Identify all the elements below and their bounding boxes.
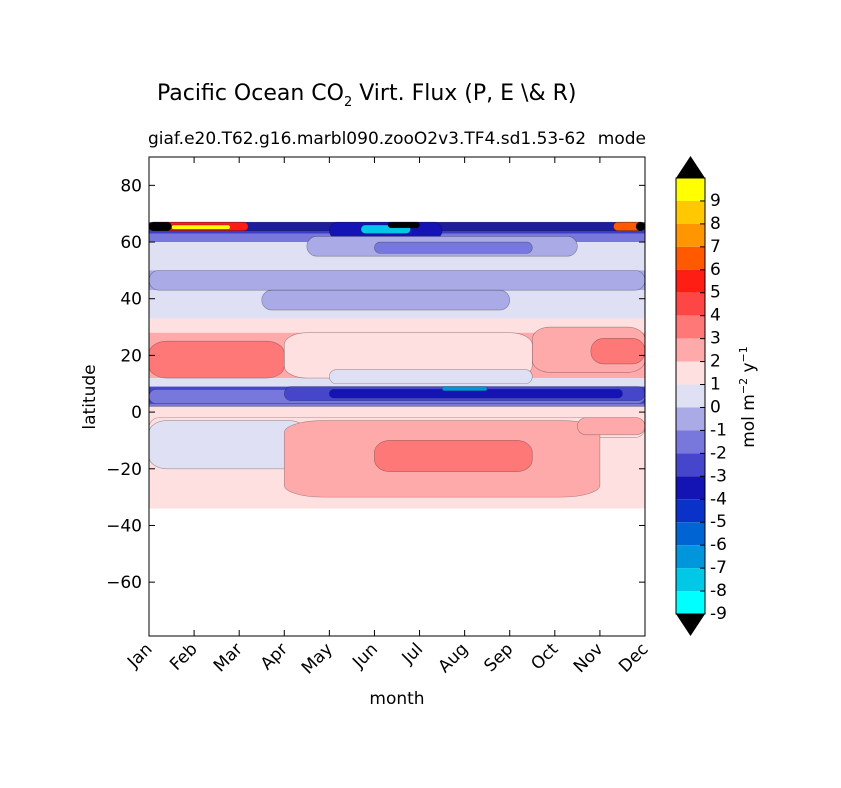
colorbar-label-prefix: mol m <box>739 394 759 448</box>
colorbar-swatch-0 <box>676 178 705 201</box>
x-tick-label-9: Oct <box>527 639 562 674</box>
colorbar-swatch-5 <box>676 292 705 316</box>
x-tick-label-1: Feb <box>166 639 201 674</box>
colorbar-swatch-3 <box>676 246 705 270</box>
flux-patch-10 <box>374 241 533 254</box>
flux-patch-27 <box>577 417 646 436</box>
y-axis-label: latitude <box>80 364 100 429</box>
colorbar-swatch-17 <box>676 568 705 592</box>
x-tick-label-6: Jul <box>398 639 427 668</box>
colorbar-level-11: -2 <box>710 443 727 463</box>
colorbar-level-3: 6 <box>710 260 721 280</box>
x-tick-label-2: Mar <box>210 639 247 676</box>
y-tick-label-5: −20 <box>106 460 142 480</box>
colorbar-extend-top <box>676 156 705 178</box>
plot-area <box>148 156 646 637</box>
colorbar-level-7: 2 <box>710 352 721 372</box>
lat-band-5 <box>149 318 645 333</box>
colorbar-level-18: -9 <box>710 604 727 624</box>
flux-patch-21 <box>441 386 488 392</box>
colorbar-level-17: -8 <box>710 581 727 601</box>
colorbar-swatch-10 <box>676 407 705 431</box>
colorbar-swatch-16 <box>676 545 705 569</box>
colorbar-swatch-4 <box>676 269 705 293</box>
colorbar-label-exp2: −1 <box>737 346 750 362</box>
y-tick-label-6: −40 <box>106 516 142 536</box>
chart-subtitle-right: mode <box>598 129 646 149</box>
plot-frame <box>148 156 646 637</box>
colorbar-label: mol m−2 y−1 <box>737 346 759 448</box>
colorbar-level-1: 8 <box>710 214 721 234</box>
flux-patch-5 <box>148 221 172 231</box>
flux-patch-11 <box>148 270 646 291</box>
colorbar-swatch-12 <box>676 453 705 477</box>
colorbar-swatch-7 <box>676 338 705 362</box>
colorbar-level-13: -4 <box>710 489 727 509</box>
colorbar-swatch-1 <box>676 200 705 224</box>
colorbar-extend-bottom <box>676 614 705 636</box>
chart-title-subscript: 2 <box>344 95 352 110</box>
x-tick-label-7: Aug <box>435 639 473 677</box>
flux-patch-17 <box>329 369 533 385</box>
colorbar-label-mid: y <box>739 362 759 377</box>
flux-patch-12 <box>261 289 511 311</box>
colorbar-level-6: 3 <box>710 329 721 349</box>
colorbar-level-10: -1 <box>710 420 727 440</box>
x-tick-label-8: Sep <box>480 639 517 676</box>
colorbar-frame <box>675 177 706 615</box>
y-axis: 80 60 40 20 0 −20 −40 −60 <box>106 176 645 593</box>
colorbar-level-5: 4 <box>710 306 721 326</box>
x-tick-label-4: May <box>298 639 337 678</box>
flux-patch-13 <box>148 340 285 379</box>
colorbar-swatch-2 <box>676 223 705 247</box>
flux-patch-26 <box>374 440 533 472</box>
flux-patch-7 <box>635 221 646 231</box>
y-tick-label-1: 60 <box>120 233 142 253</box>
chart-title-rest: Virt. Flux (P, E \& R) <box>352 81 576 106</box>
colorbar-swatch-11 <box>676 430 705 454</box>
flux-patch-15 <box>590 338 646 365</box>
colorbar-swatch-9 <box>676 384 705 408</box>
colorbar-swatch-8 <box>676 361 705 385</box>
colorbar-swatch-14 <box>676 499 705 523</box>
x-tick-label-3: Apr <box>257 639 292 674</box>
y-tick-label-3: 20 <box>120 346 142 366</box>
flux-patch-4 <box>171 224 231 230</box>
colorbar-level-0: 9 <box>710 191 721 211</box>
y-tick-label-4: 0 <box>131 403 142 423</box>
colorbar-level-12: -3 <box>710 466 727 486</box>
flux-patch-8 <box>387 221 420 229</box>
chart-title: Pacific Ocean CO2 Virt. Flux (P, E \& R) <box>157 81 576 110</box>
colorbar-swatch-15 <box>676 522 705 546</box>
y-tick-label-2: 40 <box>120 290 142 310</box>
chart-subtitle-left: giaf.e20.T62.g16.marbl090.zooO2v3.TF4.sd… <box>148 129 586 149</box>
colorbar-label-exp1: −2 <box>737 378 750 394</box>
y-tick-label-0: 80 <box>120 176 142 196</box>
colorbar-level-4: 5 <box>710 283 721 303</box>
flux-patch-22 <box>148 403 646 407</box>
colorbar-level-9: 0 <box>710 397 721 417</box>
colorbar-level-15: -6 <box>710 535 727 555</box>
colorbar-level-8: 1 <box>710 375 721 395</box>
x-tick-label-11: Dec <box>615 639 652 676</box>
colorbar-swatch-13 <box>676 476 705 500</box>
colorbar-swatch-6 <box>676 315 705 339</box>
flux-patch-24 <box>148 420 308 470</box>
x-tick-label-10: Nov <box>570 639 608 677</box>
x-tick-label-5: Jun <box>348 639 382 673</box>
colorbar-level-2: 7 <box>710 237 721 257</box>
x-tick-label-0: Jan <box>123 639 156 672</box>
x-axis-label: month <box>369 689 424 709</box>
colorbar-swatch-18 <box>676 591 705 614</box>
colorbar-level-16: -7 <box>710 558 727 578</box>
colorbar-level-14: -5 <box>710 512 727 532</box>
chart-title-main: Pacific Ocean CO <box>157 81 344 106</box>
colorbar: 9 8 7 6 5 4 3 2 10 -1 -2 -3 -4 -5 -6 -7 -8 -9 <box>675 156 727 636</box>
y-tick-label-7: −60 <box>106 573 142 593</box>
